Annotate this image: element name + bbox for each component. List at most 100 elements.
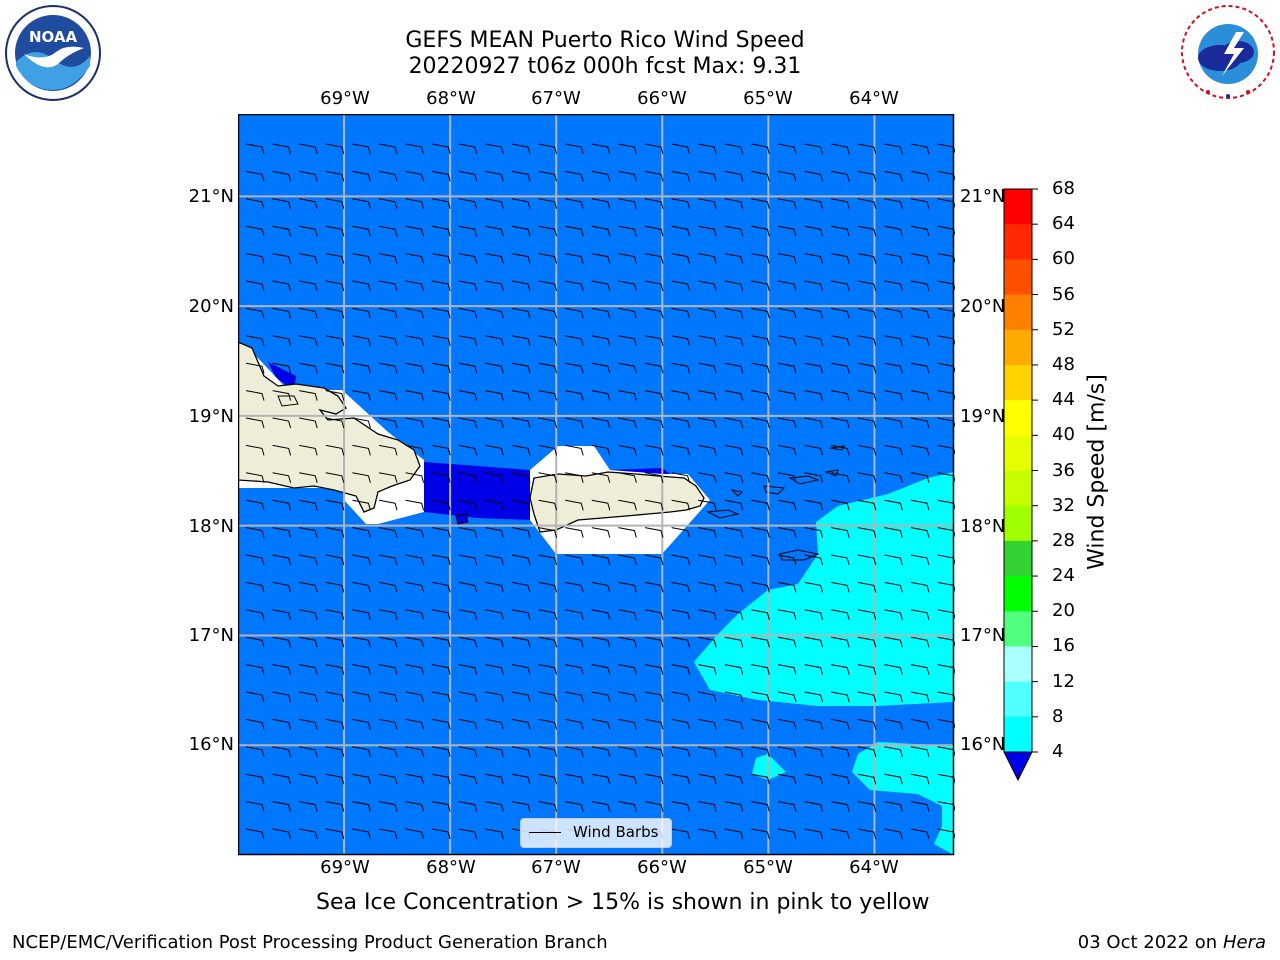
- wind-barb: [857, 527, 877, 538]
- wind-barb: [432, 143, 451, 155]
- wind-barb: [618, 636, 637, 648]
- wind-barb: [325, 828, 345, 840]
- wind-barb: [644, 718, 664, 730]
- wind-barb: [405, 773, 425, 785]
- wind-barb: [857, 417, 877, 429]
- wind-barb: [432, 198, 451, 209]
- colorbar-tick-label: 4: [1052, 741, 1064, 762]
- wind-barb: [910, 527, 930, 538]
- wind-barb: [857, 746, 877, 757]
- wind-barb: [831, 718, 850, 730]
- wind-barb: [405, 198, 425, 209]
- wind-barb: [910, 609, 930, 620]
- wind-barb: [458, 718, 478, 730]
- wind-barb: [325, 390, 345, 401]
- wind-barb: [751, 198, 770, 209]
- wind-barb: [831, 773, 850, 785]
- wind-barb: [698, 280, 717, 292]
- wind-barb: [591, 664, 611, 675]
- footer-branch: NCEP/EMC/Verification Post Processing Pr…: [12, 932, 608, 953]
- wind-barb: [458, 444, 478, 456]
- wind-barb: [485, 444, 504, 456]
- colorbar-segment: [1004, 505, 1032, 542]
- wind-barb: [405, 225, 425, 237]
- wind-barb: [432, 718, 451, 730]
- wind-barb: [644, 691, 664, 703]
- wind-barb: [485, 253, 504, 264]
- wind-field-8-12-south: [852, 742, 954, 855]
- wind-barb: [538, 253, 558, 264]
- wind-barb: [511, 253, 531, 264]
- wind-barb: [458, 417, 478, 429]
- wind-barb: [458, 472, 478, 483]
- wind-barb: [485, 746, 504, 757]
- wind-barb: [591, 198, 611, 209]
- wind-barb: [591, 691, 611, 703]
- wind-barb: [591, 554, 611, 566]
- wind-barb: [884, 253, 903, 264]
- wind-barb: [432, 801, 451, 812]
- wind-barb: [831, 609, 850, 620]
- wind-barb: [245, 170, 265, 182]
- wind-barb: [910, 581, 930, 593]
- wind-barb: [724, 307, 744, 319]
- wind-barb: [671, 143, 691, 155]
- wind-barb: [405, 362, 425, 374]
- wind-barb: [299, 253, 318, 264]
- wind-barb: [804, 390, 824, 401]
- wind-barb: [751, 581, 770, 593]
- map-graticule: [238, 114, 954, 855]
- wind-barb: [777, 773, 797, 785]
- wind-barb: [644, 198, 664, 209]
- wind-barb: [325, 417, 345, 429]
- land-puerto-rico: [529, 471, 705, 533]
- wind-barb: [831, 417, 850, 429]
- wind-barb: [352, 499, 371, 511]
- wind-barb: [884, 664, 903, 675]
- wind-barb: [591, 746, 611, 757]
- wind-barb: [618, 664, 637, 675]
- wind-barb: [591, 362, 611, 374]
- wind-barb: [352, 746, 371, 757]
- wind-barb: [538, 417, 558, 429]
- wind-barb: [698, 253, 717, 264]
- wind-barb: [804, 170, 824, 182]
- wind-barb: [458, 390, 478, 401]
- wind-barb: [644, 225, 664, 237]
- wind-barb: [884, 828, 903, 840]
- wind-barb: [565, 362, 584, 374]
- wind-barb: [352, 280, 371, 292]
- wind-barb: [299, 335, 318, 346]
- wind-barb: [751, 444, 770, 456]
- wind-barb: [698, 362, 717, 374]
- wind-barb: [698, 581, 717, 593]
- wind-barb: [751, 801, 770, 812]
- wind-barb: [831, 691, 850, 703]
- wind-barb: [831, 499, 850, 511]
- wind-barb: [378, 417, 398, 429]
- wind-barb: [458, 362, 478, 374]
- land-tortola: [788, 475, 820, 485]
- wind-barb: [272, 609, 292, 620]
- wind-barb: [644, 143, 664, 155]
- wind-barb: [485, 280, 504, 292]
- wind-barb: [671, 828, 691, 840]
- wind-barb: [777, 718, 797, 730]
- wind-barb: [644, 417, 664, 429]
- wind-barb: [485, 390, 504, 401]
- wind-barb: [698, 828, 717, 840]
- wind-barb: [458, 746, 478, 757]
- wind-barb: [804, 636, 824, 648]
- wind-barb: [724, 417, 744, 429]
- wind-barb: [671, 664, 691, 675]
- wind-barb: [618, 444, 637, 456]
- wind-barb: [644, 444, 664, 456]
- wind-barb: [831, 143, 850, 155]
- wind-barb: [777, 170, 797, 182]
- wind-barb: [458, 636, 478, 648]
- wind-barb: [724, 143, 744, 155]
- wind-barb: [432, 499, 451, 511]
- wind-barb: [884, 691, 903, 703]
- wind-barb: [352, 691, 371, 703]
- colorbar-title: Wind Speed [m/s]: [1084, 374, 1110, 570]
